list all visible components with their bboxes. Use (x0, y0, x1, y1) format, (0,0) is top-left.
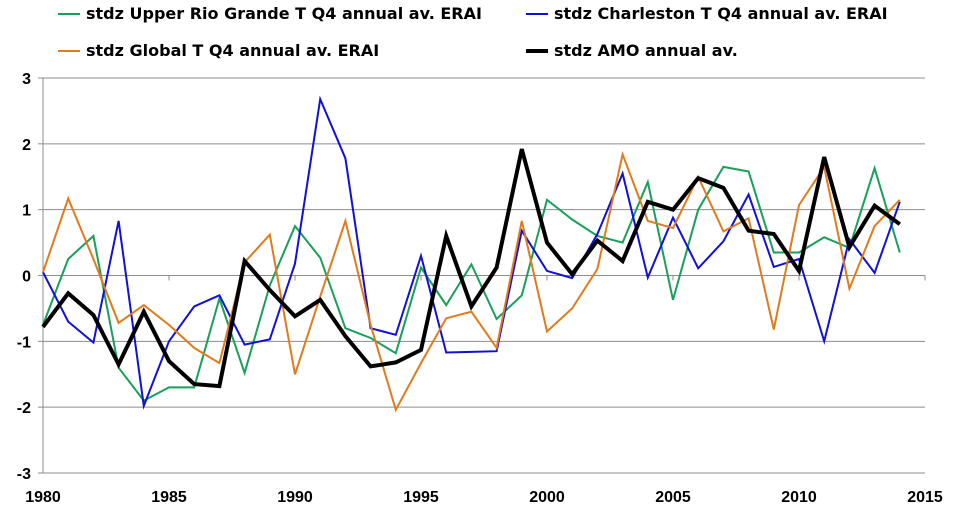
legend-label-global: stdz Global T Q4 annual av. ERAI (86, 41, 380, 60)
y-tick-label: -1 (17, 334, 31, 351)
x-tick-label: 2015 (907, 489, 943, 506)
y-tick-label: -2 (17, 400, 31, 417)
legend-swatch-upper-rio-grande (58, 12, 80, 15)
x-tick-label: 2010 (781, 489, 817, 506)
legend-label-charleston: stdz Charleston T Q4 annual av. ERAI (554, 4, 888, 23)
legend-swatch-global (58, 49, 80, 52)
legend-item-global: stdz Global T Q4 annual av. ERAI (58, 41, 379, 60)
x-tick-label: 1985 (151, 489, 187, 506)
axes (38, 77, 926, 474)
y-tick-label: 0 (22, 269, 31, 286)
series-line-3 (41, 148, 901, 389)
legend-item-upper-rio-grande: stdz Upper Rio Grande T Q4 annual av. ER… (58, 4, 482, 23)
series-line-2 (42, 150, 901, 413)
y-tick-label: 3 (22, 71, 31, 88)
legend-item-charleston: stdz Charleston T Q4 annual av. ERAI (526, 4, 888, 23)
legend-item-amo: stdz AMO annual av. (526, 41, 738, 60)
series-line-1 (42, 95, 901, 410)
x-tick-label: 1995 (403, 489, 439, 506)
gridlines (43, 77, 925, 474)
tick-labels: 3 2 1 0 -1 -2 -3 1980 1985 1990 1995 2000 2005 2010 20… (17, 71, 943, 506)
x-tick-label: 2005 (655, 489, 691, 506)
y-tick-label: -3 (17, 466, 31, 483)
legend-swatch-charleston (526, 12, 548, 15)
legend-swatch-amo (526, 48, 548, 53)
x-tick-label: 1980 (25, 489, 61, 506)
y-tick-label: 1 (22, 203, 31, 220)
x-tick-label: 2000 (529, 489, 565, 506)
x-tick-label: 1990 (277, 489, 313, 506)
legend-label-upper-rio-grande: stdz Upper Rio Grande T Q4 annual av. ER… (86, 4, 482, 23)
series-lines (41, 95, 901, 413)
series-line-0 (42, 164, 901, 402)
y-tick-label: 2 (22, 137, 31, 154)
legend-label-amo: stdz AMO annual av. (554, 41, 738, 60)
